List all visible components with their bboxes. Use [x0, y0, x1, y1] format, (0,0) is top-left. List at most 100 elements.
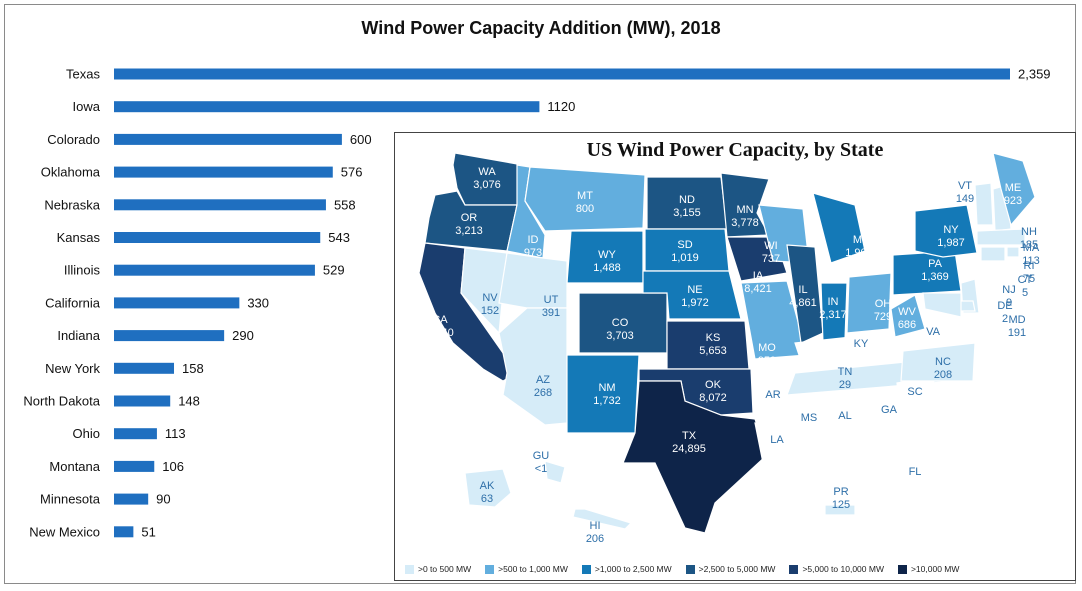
- state-code-label: GU: [533, 450, 550, 462]
- category-label: New Mexico: [29, 524, 100, 539]
- state-value-label: 24,895: [672, 443, 706, 455]
- bar: [114, 395, 171, 407]
- bar: [114, 297, 240, 309]
- state-tx: [622, 380, 768, 534]
- value-label: 158: [182, 361, 204, 376]
- state-code-label: IL: [798, 284, 807, 296]
- state-value-label: 3,213: [455, 225, 483, 237]
- state-value-label: 959: [758, 355, 776, 367]
- state-mi: [812, 192, 866, 264]
- state-code-label: WY: [598, 249, 616, 261]
- state-vt: [974, 182, 994, 226]
- legend-label: >1,000 to 2,500 MW: [594, 564, 672, 574]
- state-code-label: IN: [828, 296, 839, 308]
- state-code-label: AR: [765, 389, 780, 401]
- category-label: Montana: [49, 459, 100, 474]
- state-va: [896, 308, 975, 350]
- bar: [114, 493, 149, 505]
- value-label: 106: [162, 459, 184, 474]
- state-code-label: VT: [958, 180, 972, 192]
- state-ak: [464, 468, 512, 508]
- legend-item: >2,500 to 5,000 MW: [685, 561, 775, 577]
- state-nc: [900, 342, 976, 382]
- state-code-label: KS: [706, 332, 721, 344]
- legend-swatch: [485, 564, 495, 574]
- value-label: 1120: [547, 99, 575, 114]
- state-value-label: 152: [481, 305, 499, 317]
- legend-label: >0 to 500 MW: [418, 564, 472, 574]
- state-value-label: 686: [898, 319, 916, 331]
- bar: [114, 133, 342, 145]
- state-value-label: 5,653: [699, 345, 727, 357]
- state-code-label: IA: [753, 270, 764, 282]
- state-code-label: OH: [875, 298, 892, 310]
- state-ga: [856, 390, 914, 452]
- state-value-label: 737: [762, 253, 780, 265]
- state-value-label: 185: [1020, 239, 1038, 251]
- us-map: WA3,076OR3,213CA5,840NV152ID973MT800WY1,…: [418, 152, 1040, 545]
- map-inset: US Wind Power Capacity, by State WA 3,076…: [394, 132, 1076, 581]
- state-value-label: 800: [576, 203, 594, 215]
- state-hi: [572, 508, 633, 530]
- state-value-label: 391: [542, 307, 560, 319]
- state-value-label: 3,076: [473, 179, 501, 191]
- state-code-label: CT: [1018, 274, 1033, 286]
- state-value-label: 729: [874, 311, 892, 323]
- state-code-label: TN: [838, 366, 853, 378]
- value-label: 113: [165, 426, 186, 441]
- value-label: 543: [328, 230, 350, 245]
- state-value-label: 63: [481, 493, 493, 505]
- category-label: Oklahoma: [41, 165, 101, 180]
- state-code-label: LA: [770, 434, 784, 446]
- state-code-label: ID: [528, 234, 539, 246]
- state-sc: [896, 376, 936, 424]
- state-value-label: 3,155: [673, 207, 701, 219]
- state-ri: [1006, 246, 1020, 258]
- state-code-label: SD: [677, 239, 692, 251]
- state-gu: [544, 460, 566, 484]
- state-code-label: NE: [687, 284, 702, 296]
- legend-swatch: [897, 564, 907, 574]
- state-code-label: NJ: [1002, 284, 1015, 296]
- category-label: Ohio: [73, 426, 100, 441]
- state-code-label: MI: [853, 234, 865, 246]
- state-code-label: MS: [801, 412, 818, 424]
- state-value-label: 3,703: [606, 330, 634, 342]
- state-value-label: 206: [586, 533, 604, 545]
- state-code-label: WI: [764, 240, 777, 252]
- state-code-label: DE: [997, 300, 1012, 312]
- state-code-label: VA: [926, 326, 941, 338]
- state-value-label: 923: [1004, 195, 1022, 207]
- state-code-label: MT: [577, 190, 593, 202]
- value-label: 2,359: [1018, 67, 1051, 82]
- state-code-label: UT: [544, 294, 559, 306]
- value-label: 600: [350, 132, 372, 147]
- map-legend: >0 to 500 MW >500 to 1,000 MW >1,000 to 2,…: [405, 561, 1065, 577]
- bar: [114, 428, 157, 440]
- state-value-label: 9: [1006, 297, 1012, 309]
- legend-swatch: [405, 564, 414, 574]
- value-label: 576: [341, 165, 363, 180]
- state-value-label: 1,019: [671, 252, 699, 264]
- category-label: Kansas: [57, 230, 101, 245]
- state-code-label: OR: [461, 212, 478, 224]
- bar: [114, 199, 326, 211]
- state-nm: [566, 354, 640, 434]
- state-code-label: WA: [478, 166, 496, 178]
- state-value-label: 1,972: [681, 297, 709, 309]
- state-code-label: AL: [838, 410, 851, 422]
- state-code-label: MN: [736, 204, 753, 216]
- legend-label: >500 to 1,000 MW: [498, 564, 568, 574]
- state-value-label: 4,861: [789, 297, 817, 309]
- value-label: 558: [334, 197, 356, 212]
- bar-chart-title: Wind Power Capacity Addition (MW), 2018: [361, 18, 721, 38]
- legend-label: >5,000 to 10,000 MW: [802, 564, 884, 574]
- state-value-label: 149: [956, 193, 974, 205]
- state-code-label: MD: [1008, 314, 1025, 326]
- category-label: Nebraska: [44, 197, 100, 212]
- state-code-label: AZ: [536, 374, 550, 386]
- bar: [114, 526, 134, 538]
- state-value-label: 1,904: [845, 247, 873, 259]
- state-code-label: ND: [679, 194, 695, 206]
